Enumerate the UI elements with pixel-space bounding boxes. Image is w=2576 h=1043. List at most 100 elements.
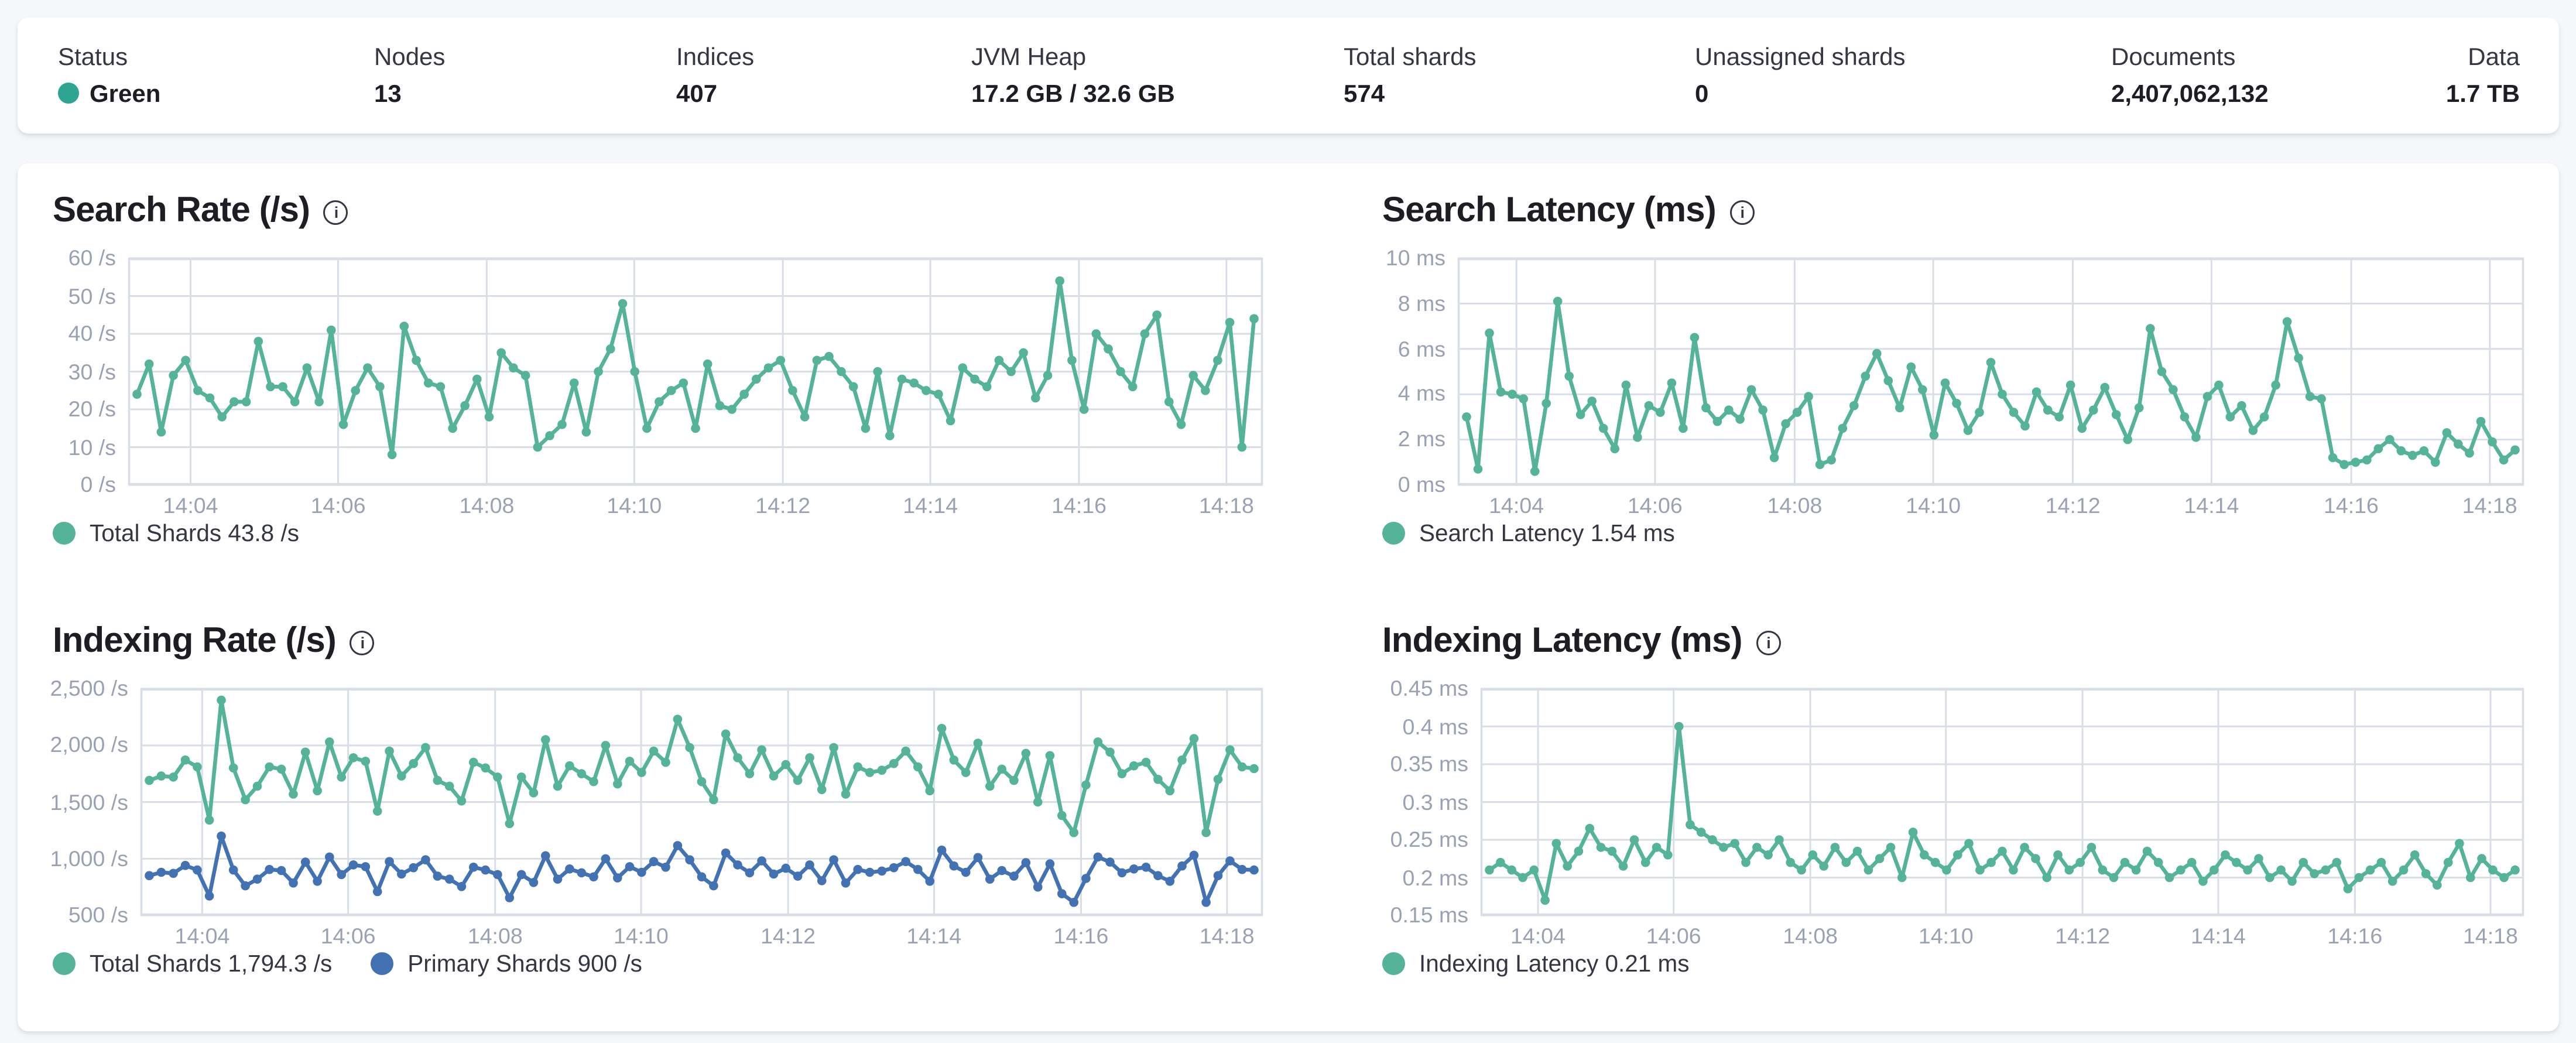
legend-label: Total Shards 43.8 /s	[90, 520, 299, 546]
x-tick-label: 14:10	[614, 924, 669, 949]
stat-label: Indices	[676, 42, 755, 70]
legend-item[interactable]: Total Shards 43.8 /s	[53, 520, 299, 546]
indexing-latency-chart: 0.45 ms 0.4 ms 0.35 ms 0.3 ms 0.25 ms 0.2 ms 0…	[1390, 676, 2524, 949]
y-tick-label: 4 ms	[1397, 382, 1445, 407]
info-icon[interactable]: i	[1756, 631, 1781, 655]
legend-dot-icon	[1382, 952, 1405, 975]
y-tick-label: 0.3 ms	[1402, 789, 1468, 815]
x-tick-label: 14:18	[2463, 924, 2518, 949]
cluster-stats-bar: Status Green Nodes 13 Indices 407 JVM He…	[18, 18, 2558, 134]
stat-value: 2,407,062,132	[2111, 79, 2269, 107]
y-tick-label: 0 /s	[80, 473, 116, 497]
y-tick-label: 0.15 ms	[1390, 903, 1468, 928]
y-tick-label: 20 /s	[68, 397, 116, 422]
legend-dot-icon	[1382, 522, 1405, 545]
x-tick-label: 14:12	[2045, 494, 2101, 518]
search-rate-chart: 60 /s 50 /s 40 /s 30 /s 20 /s 10 /s 0 /s 14:04…	[68, 246, 1263, 518]
legend-dot-icon	[53, 952, 76, 975]
metrics-panel: Search Rate (/s) i 60 /s 50 /s 40 /s 30 /s 2…	[18, 163, 2558, 1031]
info-icon[interactable]: i	[350, 631, 375, 655]
legend-item[interactable]: Search Latency 1.54 ms	[1382, 520, 1675, 546]
search-latency-title: Search Latency (ms) i	[1382, 191, 1755, 232]
stat-label: Unassigned shards	[1695, 42, 1906, 70]
x-tick-label: 14:06	[310, 494, 366, 518]
y-tick-label: 30 /s	[68, 359, 116, 384]
indexing-rate-chart: 2,500 /s 2,000 /s 1,500 /s 1,000 /s 500 /s 1…	[50, 676, 1263, 949]
stat-value: 13	[374, 79, 402, 107]
x-tick-label: 14:10	[1906, 494, 1961, 518]
search-latency-chart: 10 ms 8 ms 6 ms 4 ms 2 ms 0 ms 14:04 14:06 14:0…	[1386, 246, 2524, 518]
x-axis-labels: 14:04 14:06 14:08 14:10 14:12 14:14 14:16 14:18	[1481, 924, 2524, 952]
x-tick-label: 14:08	[1783, 924, 1838, 949]
legend-label: Primary Shards 900 /s	[407, 950, 642, 977]
x-tick-label: 14:06	[320, 924, 376, 949]
x-tick-label: 14:16	[2327, 924, 2383, 949]
y-tick-label: 2 ms	[1397, 427, 1445, 452]
x-axis-labels: 14:04 14:06 14:08 14:10 14:12 14:14 14:16 14:18	[141, 924, 1263, 952]
y-tick-label: 50 /s	[68, 283, 116, 309]
y-tick-label: 0.4 ms	[1402, 714, 1468, 739]
search-rate-legend: Total Shards 43.8 /s	[53, 520, 299, 546]
y-tick-label: 8 ms	[1397, 291, 1445, 316]
x-tick-label: 14:18	[1199, 494, 1254, 518]
x-axis-labels: 14:04 14:06 14:08 14:10 14:12 14:14 14:16 14:18	[128, 494, 1263, 522]
chart-title-text: Search Latency (ms)	[1382, 191, 1717, 230]
y-axis-labels: 60 /s 50 /s 40 /s 30 /s 20 /s 10 /s 0 /s	[0, 246, 116, 497]
x-tick-label: 14:04	[1510, 924, 1566, 949]
stat-value: 574	[1344, 79, 1385, 107]
y-tick-label: 0.2 ms	[1402, 865, 1468, 890]
x-tick-label: 14:18	[1199, 924, 1255, 949]
legend-dot-icon	[371, 952, 394, 975]
indexing-rate-legend: Total Shards 1,794.3 /s Primary Shards 90…	[53, 950, 642, 977]
x-tick-label: 14:10	[607, 494, 662, 518]
info-icon[interactable]: i	[324, 200, 349, 225]
chart-title-text: Indexing Latency (ms)	[1382, 622, 1742, 661]
info-icon[interactable]: i	[1729, 200, 1755, 225]
x-tick-label: 14:16	[1051, 494, 1107, 518]
x-tick-label: 14:04	[1489, 494, 1544, 518]
indexing-rate-title: Indexing Rate (/s) i	[53, 622, 375, 662]
legend-item[interactable]: Indexing Latency 0.21 ms	[1382, 950, 1690, 977]
stat-label: Total shards	[1344, 42, 1477, 70]
legend-label: Search Latency 1.54 ms	[1419, 520, 1675, 546]
health-status-dot	[58, 83, 79, 104]
y-tick-label: 60 /s	[68, 246, 116, 271]
x-tick-label: 14:06	[1646, 924, 1701, 949]
x-tick-label: 14:18	[2462, 494, 2517, 518]
stat-value: 0	[1695, 79, 1709, 107]
stat-label: JVM Heap	[971, 42, 1087, 70]
legend-label: Indexing Latency 0.21 ms	[1419, 950, 1690, 977]
stat-label: Documents	[2111, 42, 2236, 70]
x-tick-label: 14:08	[1767, 494, 1823, 518]
y-tick-label: 2,500 /s	[50, 676, 128, 701]
legend-item[interactable]: Total Shards 1,794.3 /s	[53, 950, 332, 977]
x-tick-label: 14:12	[761, 924, 816, 949]
y-tick-label: 0 ms	[1397, 473, 1445, 497]
y-tick-label: 10 /s	[68, 435, 116, 460]
y-tick-label: 0.35 ms	[1390, 752, 1468, 777]
y-tick-label: 6 ms	[1397, 336, 1445, 361]
y-tick-label: 0.25 ms	[1390, 827, 1468, 852]
indexing-latency-legend: Indexing Latency 0.21 ms	[1382, 950, 1690, 977]
legend-item[interactable]: Primary Shards 900 /s	[371, 950, 642, 977]
x-tick-label: 14:16	[1053, 924, 1109, 949]
stat-value: 407	[676, 79, 718, 107]
x-tick-label: 14:06	[1627, 494, 1683, 518]
x-tick-label: 14:08	[467, 924, 523, 949]
x-tick-label: 14:14	[906, 924, 962, 949]
x-tick-label: 14:12	[2055, 924, 2111, 949]
legend-label: Total Shards 1,794.3 /s	[90, 950, 333, 977]
stat-label: Status	[58, 42, 128, 70]
chart-title-text: Search Rate (/s)	[53, 191, 310, 230]
y-tick-label: 500 /s	[68, 903, 128, 928]
stat-value: 17.2 GB / 32.6 GB	[971, 79, 1175, 107]
stat-label: Nodes	[374, 42, 446, 70]
y-tick-label: 2,000 /s	[50, 733, 128, 758]
y-tick-label: 0.45 ms	[1390, 676, 1468, 701]
x-tick-label: 14:10	[1918, 924, 1974, 949]
x-tick-label: 14:12	[755, 494, 811, 518]
y-tick-label: 1,500 /s	[50, 789, 128, 815]
y-axis-labels: 10 ms 8 ms 6 ms 4 ms 2 ms 0 ms	[1305, 246, 1445, 497]
stat-value: 1.7 TB	[2445, 79, 2520, 107]
